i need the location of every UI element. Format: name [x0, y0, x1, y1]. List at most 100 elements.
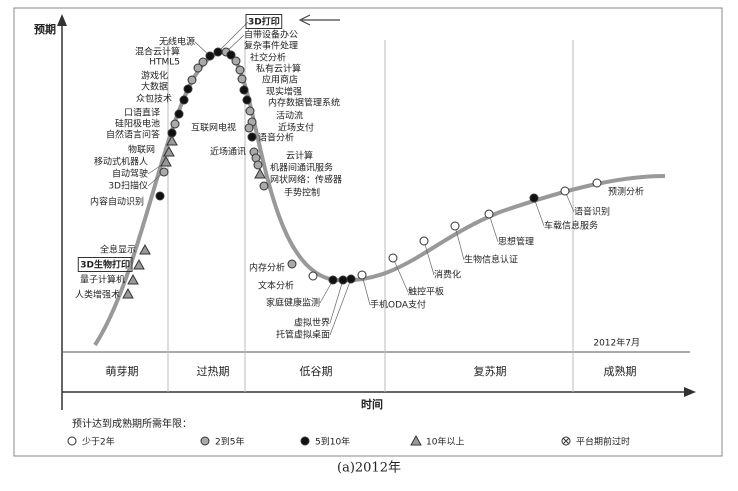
node-label: 口语直译 — [124, 107, 160, 119]
marker-5to10 — [179, 95, 189, 105]
phase-label: 萌芽期 — [106, 364, 139, 378]
marker-under2 — [484, 209, 494, 219]
node-label: 物联网 — [128, 144, 155, 156]
marker-5to10 — [247, 132, 257, 142]
marker-2to5 — [259, 181, 269, 191]
marker-triangle — [127, 273, 139, 285]
node-label: 3D打印 — [248, 16, 280, 28]
marker-2to5 — [159, 167, 169, 177]
node-label: 自动驾驶 — [112, 168, 148, 180]
node-label: 量子计算机 — [80, 274, 125, 286]
node-label: 3D生物打印 — [80, 259, 130, 271]
marker-5to10 — [529, 193, 539, 203]
leader-line — [392, 257, 409, 293]
node-label: 虚拟世界 — [294, 317, 330, 329]
node-label: 混合云计算 — [135, 46, 180, 58]
node-label: 现实增强 — [266, 86, 302, 98]
marker-5to10 — [242, 95, 252, 105]
node-label: 托管虚拟桌面 — [276, 329, 330, 341]
marker-5to10 — [155, 191, 165, 201]
leader-line — [454, 225, 465, 261]
node-label: 生物信息认证 — [464, 254, 518, 266]
caption: (a)2012年 — [337, 461, 401, 476]
marker-2to5 — [244, 123, 254, 133]
node-label: 语音识别 — [574, 206, 610, 218]
marker-under2 — [308, 271, 318, 281]
marker-under2 — [357, 270, 367, 280]
node-label: 众包技术 — [136, 93, 172, 105]
leader-line — [217, 21, 249, 53]
marker-triangle — [133, 258, 145, 270]
marker-triangle — [166, 134, 178, 146]
node-label: 复杂事件处理 — [244, 40, 298, 52]
marker-triangle — [139, 243, 151, 255]
marker-triangle — [122, 287, 134, 299]
marker-5to10 — [300, 436, 310, 446]
frame — [13, 7, 723, 457]
node-label: 硅阳极电池 — [115, 118, 160, 130]
node-label: HTML5 — [149, 58, 180, 68]
leader-line — [329, 278, 352, 336]
node-label: 手机ODA支付 — [370, 299, 426, 311]
marker-2to5 — [200, 436, 210, 446]
marker-2to5 — [231, 56, 241, 66]
phase-label: 低谷期 — [300, 365, 333, 378]
node-label: 车载信息服务 — [544, 220, 598, 232]
node-label: 3D扫描仪 — [108, 180, 148, 192]
node-label: 移动式机器人 — [94, 156, 148, 168]
node-label: 无线电源 — [159, 36, 195, 48]
node-label: 云计算 — [286, 150, 313, 162]
node-label: 内存分析 — [249, 262, 285, 274]
legend-label: 10年以上 — [426, 436, 464, 448]
marker-under2 — [560, 186, 570, 196]
marker-under2 — [592, 178, 602, 188]
leader-line — [329, 279, 344, 324]
node-label: 思想管理 — [498, 236, 534, 248]
node-label: 自带设备办公 — [244, 29, 298, 41]
label-box — [245, 14, 283, 29]
highlight-arrowhead — [298, 14, 311, 26]
marker-2to5 — [170, 119, 180, 129]
node-label: 机器间通讯服务 — [270, 162, 333, 174]
node-label: 近场通讯 — [210, 146, 246, 158]
marker-5to10 — [328, 275, 338, 285]
x-arrow — [684, 387, 696, 397]
marker-triangle — [163, 145, 175, 157]
marker-under2 — [67, 436, 77, 446]
node-label: 预测分析 — [608, 186, 644, 198]
marker-5to10 — [226, 50, 236, 60]
node-label: 私有云计算 — [256, 63, 301, 75]
node-label: 应用商店 — [262, 74, 298, 86]
node-label: 互联网电视 — [191, 122, 236, 134]
node-label: 全息显示 — [100, 244, 136, 256]
node-label: 近场支付 — [278, 122, 314, 134]
node-label: 内容自动识别 — [90, 196, 144, 208]
legend-label: 少于2年 — [82, 436, 115, 448]
marker-5to10 — [239, 85, 249, 95]
marker-5to10 — [346, 274, 356, 284]
node-label: 自然语言问答 — [106, 129, 160, 141]
marker-triangle — [160, 155, 172, 167]
leader-line — [533, 197, 545, 227]
legend-label: 2到5年 — [215, 436, 244, 448]
leader-line — [488, 213, 499, 243]
date: 2012年7月 — [593, 337, 640, 349]
node-label: 触控平板 — [408, 286, 444, 298]
marker-5to10 — [174, 109, 184, 119]
marker-5to10 — [183, 84, 193, 94]
marker-cross — [562, 437, 570, 445]
marker-5to10 — [338, 275, 348, 285]
node-label: 活动流 — [276, 110, 303, 122]
y-label: 预期 — [34, 22, 56, 36]
marker-under2 — [450, 221, 460, 231]
marker-triangle — [410, 434, 422, 446]
marker-2to5 — [187, 75, 197, 85]
node-label: 消费化 — [434, 269, 461, 281]
leader-line — [423, 240, 435, 276]
marker-2to5 — [198, 57, 208, 67]
legend-label: 5到10年 — [315, 436, 350, 448]
node-label: 文本分析 — [258, 280, 294, 292]
label-box — [77, 257, 133, 272]
legend-title: 预计达到成熟期所需年限： — [72, 417, 192, 430]
